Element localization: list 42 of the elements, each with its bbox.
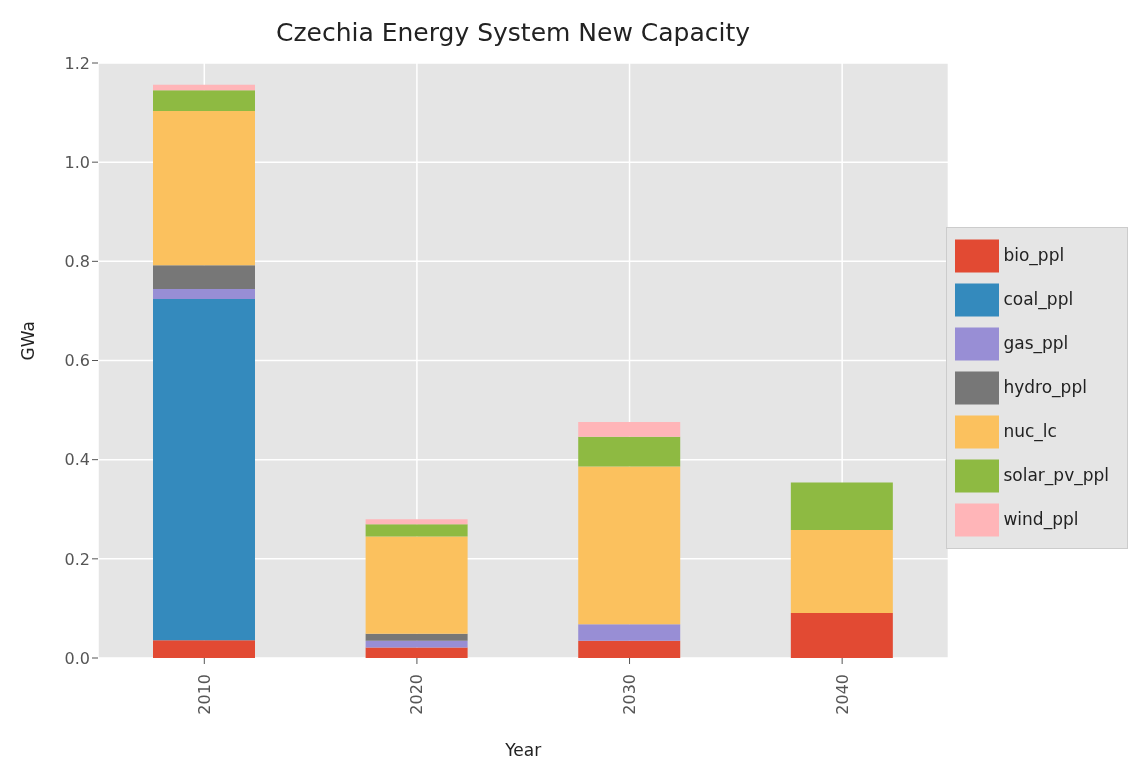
x-tick-label: 2020: [407, 674, 427, 715]
bar: [365, 519, 468, 525]
y-tick-label: 0.4: [64, 450, 90, 470]
y-tick-label: 1.2: [64, 53, 90, 73]
bar: [153, 640, 255, 658]
x-tick-label: 2010: [194, 674, 214, 715]
bar: [153, 289, 255, 300]
legend-label: solar_pv_ppl: [1003, 465, 1109, 485]
bar: [365, 647, 468, 658]
bar: [365, 640, 468, 648]
bar: [153, 265, 255, 290]
bar: [578, 436, 681, 467]
bar: [578, 624, 681, 641]
chart-title: Czechia Energy System New Capacity: [274, 18, 752, 47]
x-tick-label: 2030: [620, 674, 640, 715]
legend-label: wind_ppl: [1003, 509, 1079, 529]
legend-label: hydro_ppl: [1003, 377, 1087, 397]
legend-label: nuc_lc: [1003, 421, 1057, 441]
y-axis-title: GWa: [18, 321, 39, 361]
y-tick-label: 0.8: [64, 252, 90, 272]
legend-label: bio_ppl: [1003, 245, 1065, 265]
bar: [365, 524, 468, 537]
y-tick-label: 0.2: [64, 549, 90, 569]
bar: [790, 482, 893, 531]
bar: [153, 90, 255, 112]
bar: [153, 111, 255, 266]
bar: [578, 466, 681, 625]
legend-label: coal_ppl: [1003, 289, 1074, 309]
bar: [365, 633, 468, 641]
y-tick-label: 1.0: [64, 152, 90, 172]
legend-label: gas_ppl: [1003, 333, 1069, 353]
bar: [153, 84, 255, 91]
bar: [790, 612, 893, 658]
bar: [790, 530, 893, 613]
x-axis-title: Year: [504, 740, 542, 760]
bar: [578, 640, 681, 658]
bar: [578, 421, 681, 437]
y-tick-label: 0.0: [64, 648, 90, 668]
y-tick-label: 0.6: [64, 351, 90, 371]
bar: [365, 536, 468, 634]
bar: [153, 299, 255, 641]
x-tick-label: 2040: [832, 674, 852, 715]
